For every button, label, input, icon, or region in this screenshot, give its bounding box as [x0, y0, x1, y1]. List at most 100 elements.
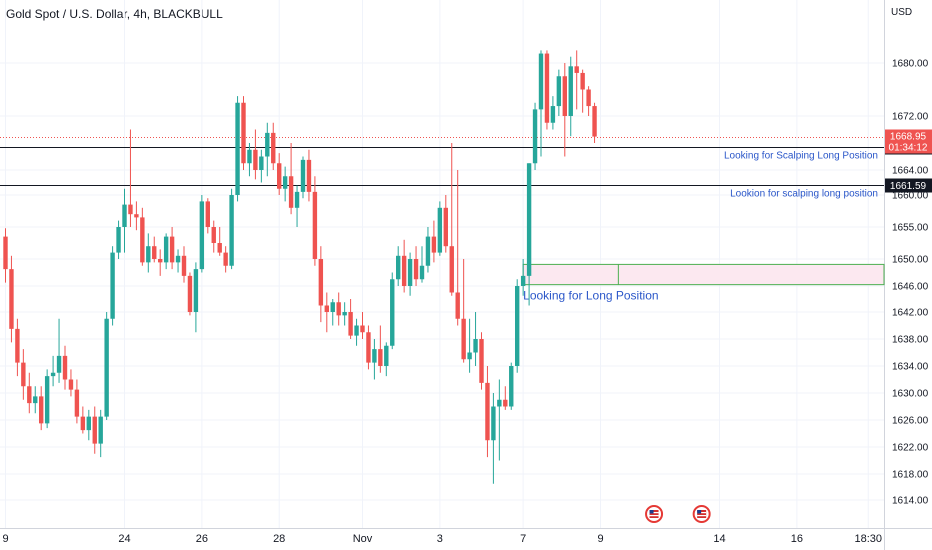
candle-body[interactable]: [271, 132, 276, 164]
candle-body[interactable]: [158, 259, 163, 263]
candle-body[interactable]: [520, 275, 526, 286]
candle-body[interactable]: [461, 318, 466, 360]
candle-body[interactable]: [163, 236, 169, 263]
candle-body[interactable]: [354, 325, 359, 336]
candle-body[interactable]: [378, 349, 383, 366]
candle-body[interactable]: [300, 159, 306, 192]
candle-body[interactable]: [152, 246, 157, 259]
candle-body[interactable]: [86, 416, 91, 431]
candle-body[interactable]: [479, 339, 484, 383]
candle-body[interactable]: [384, 345, 389, 366]
candle-body[interactable]: [50, 372, 56, 377]
candle-body[interactable]: [9, 269, 14, 329]
candle-body[interactable]: [39, 396, 44, 424]
candle-body[interactable]: [294, 191, 300, 208]
candle-body[interactable]: [336, 302, 341, 316]
candle-body[interactable]: [550, 106, 556, 123]
candle-body[interactable]: [407, 259, 413, 286]
candle-body[interactable]: [348, 312, 353, 336]
candle-body[interactable]: [146, 246, 151, 263]
candle-body[interactable]: [128, 204, 133, 215]
candle-body[interactable]: [259, 156, 264, 171]
candle-body[interactable]: [360, 325, 365, 333]
candle-body[interactable]: [27, 386, 32, 404]
candle-body[interactable]: [122, 204, 127, 227]
candle-body[interactable]: [425, 236, 431, 266]
long-position-zone[interactable]: [522, 263, 885, 286]
candle-body[interactable]: [324, 305, 329, 313]
candle-body[interactable]: [134, 214, 139, 218]
candle-body[interactable]: [330, 302, 335, 312]
candle-body[interactable]: [544, 53, 550, 123]
candle-body[interactable]: [473, 339, 478, 353]
candle-body[interactable]: [21, 362, 26, 387]
candle-body[interactable]: [366, 332, 371, 363]
candle-body[interactable]: [277, 163, 282, 189]
candle-body[interactable]: [241, 102, 246, 164]
candle-body[interactable]: [44, 376, 50, 424]
candle-body[interactable]: [265, 132, 270, 157]
candle-body[interactable]: [217, 243, 222, 253]
candle-body[interactable]: [253, 149, 258, 170]
candle-body[interactable]: [15, 328, 20, 363]
candle-body[interactable]: [3, 236, 8, 270]
candle-body[interactable]: [175, 255, 181, 263]
candle-body[interactable]: [68, 379, 74, 390]
candle-body[interactable]: [509, 366, 514, 407]
candle-body[interactable]: [140, 217, 145, 263]
candle-body[interactable]: [169, 236, 175, 263]
candle-body[interactable]: [532, 109, 538, 164]
candle-body[interactable]: [467, 352, 472, 360]
candle-body[interactable]: [56, 355, 62, 373]
candle-body[interactable]: [401, 255, 407, 286]
candle-body[interactable]: [568, 66, 573, 116]
candle-body[interactable]: [372, 349, 377, 363]
candle-body[interactable]: [223, 252, 228, 266]
candle-body[interactable]: [538, 53, 544, 110]
candle-body[interactable]: [318, 259, 324, 306]
candle-body[interactable]: [116, 227, 121, 253]
candle-body[interactable]: [431, 236, 437, 253]
candle-body[interactable]: [491, 406, 496, 441]
candle-body[interactable]: [449, 246, 454, 293]
candle-body[interactable]: [562, 76, 567, 116]
candle-body[interactable]: [62, 355, 68, 380]
candle-body[interactable]: [312, 191, 318, 259]
candle-body[interactable]: [92, 416, 97, 444]
candle-body[interactable]: [247, 149, 252, 164]
candle-body[interactable]: [211, 227, 216, 243]
candle-body[interactable]: [74, 389, 80, 417]
candle-body[interactable]: [515, 286, 520, 366]
candle-body[interactable]: [390, 279, 395, 346]
candle-body[interactable]: [485, 382, 490, 441]
candle-body[interactable]: [396, 255, 401, 280]
candle-body[interactable]: [526, 163, 532, 276]
candle-body[interactable]: [110, 252, 115, 319]
candle-body[interactable]: [33, 396, 38, 404]
candle-body[interactable]: [342, 312, 347, 316]
candle-body[interactable]: [586, 89, 591, 107]
candle-body[interactable]: [455, 292, 460, 319]
candle-body[interactable]: [80, 416, 86, 431]
candle-body[interactable]: [193, 269, 199, 312]
candle-body[interactable]: [205, 201, 210, 227]
candle-body[interactable]: [497, 399, 502, 407]
candle-body[interactable]: [443, 207, 448, 247]
candle-body[interactable]: [592, 106, 597, 137]
candle-body[interactable]: [574, 66, 579, 73]
candle-body[interactable]: [556, 76, 562, 107]
candle-body[interactable]: [187, 275, 193, 312]
candle-body[interactable]: [306, 159, 312, 192]
candle-body[interactable]: [235, 102, 240, 195]
candle-body[interactable]: [419, 265, 425, 280]
candle-body[interactable]: [104, 318, 109, 417]
candle-body[interactable]: [288, 176, 294, 208]
candle-body[interactable]: [199, 201, 205, 270]
candle-body[interactable]: [282, 176, 288, 189]
candle-body[interactable]: [413, 259, 419, 280]
candle-body[interactable]: [437, 207, 443, 253]
candle-body[interactable]: [229, 195, 234, 266]
candle-body[interactable]: [98, 416, 103, 444]
candle-body[interactable]: [580, 72, 585, 90]
